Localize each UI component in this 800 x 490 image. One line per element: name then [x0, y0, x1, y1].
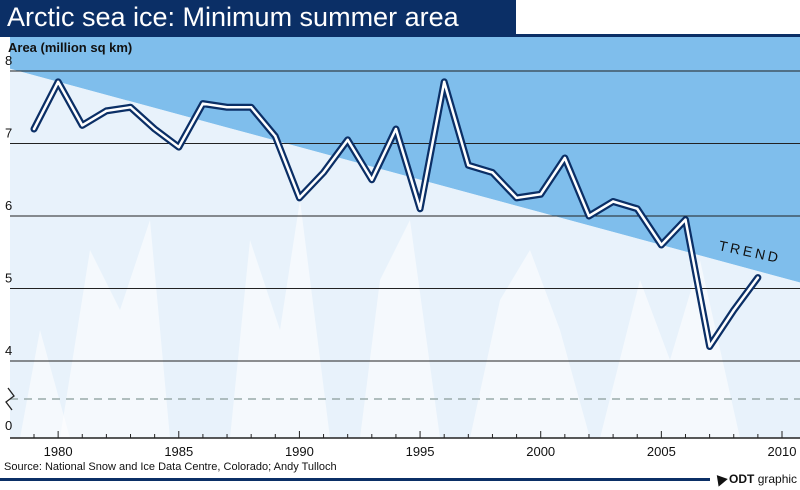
data-point	[370, 178, 374, 181]
x-tick-label: 2010	[768, 444, 797, 459]
data-point	[129, 106, 132, 109]
data-point	[636, 207, 639, 210]
y-tick-label: 5	[5, 271, 12, 286]
data-point	[346, 138, 349, 142]
data-point	[32, 127, 36, 131]
x-tick-label: 1995	[406, 444, 435, 459]
y-tick-label: 7	[5, 126, 12, 141]
data-point	[515, 196, 518, 200]
iceberg-shape	[470, 250, 590, 438]
data-point	[756, 276, 760, 279]
data-point	[201, 102, 205, 105]
y-tick-label: 8	[5, 53, 12, 68]
data-point	[153, 127, 156, 131]
odt-logo-icon	[712, 471, 728, 487]
y-tick-label: 0	[5, 418, 12, 433]
data-point	[467, 164, 470, 167]
axis-break-icon	[5, 387, 15, 411]
iceberg-shape	[360, 220, 440, 438]
data-point	[732, 309, 735, 312]
iceberg-shape	[60, 220, 170, 438]
data-point	[539, 193, 542, 196]
data-point	[563, 156, 567, 160]
data-point	[105, 109, 108, 113]
data-point	[708, 345, 711, 348]
data-point	[177, 145, 180, 149]
data-point	[611, 200, 615, 203]
data-point	[587, 214, 591, 218]
data-point	[322, 171, 325, 174]
y-tick-label: 4	[5, 343, 12, 358]
credit-brand: ODT	[729, 472, 755, 486]
x-tick-label: 1990	[285, 444, 314, 459]
bottom-rule	[0, 478, 710, 481]
iceberg-shape	[230, 200, 330, 438]
x-tick-label: 1985	[164, 444, 193, 459]
data-point	[249, 106, 253, 109]
data-point	[660, 243, 663, 247]
x-tick-label: 2005	[647, 444, 676, 459]
iceberg-shape	[20, 330, 70, 438]
x-tick-label: 2000	[526, 444, 555, 459]
data-point	[442, 80, 446, 84]
top-rule	[0, 34, 800, 37]
credit: ODT graphic	[712, 471, 798, 487]
data-point	[684, 218, 687, 221]
y-tick-label: 6	[5, 198, 12, 213]
data-point	[56, 80, 60, 84]
data-point	[81, 124, 84, 127]
data-point	[225, 106, 229, 109]
data-point	[274, 135, 277, 138]
data-point	[394, 127, 398, 131]
data-point	[298, 196, 301, 200]
title-bar: Arctic sea ice: Minimum summer area	[0, 0, 516, 36]
chart-title: Arctic sea ice: Minimum summer area	[7, 2, 459, 32]
source-note: Source: National Snow and Ice Data Centr…	[4, 461, 337, 473]
data-point	[418, 207, 422, 210]
y-axis-label: Area (million sq km)	[8, 40, 133, 55]
credit-text: graphic	[757, 472, 798, 486]
x-tick-label: 1980	[44, 444, 73, 459]
data-point	[491, 171, 494, 174]
